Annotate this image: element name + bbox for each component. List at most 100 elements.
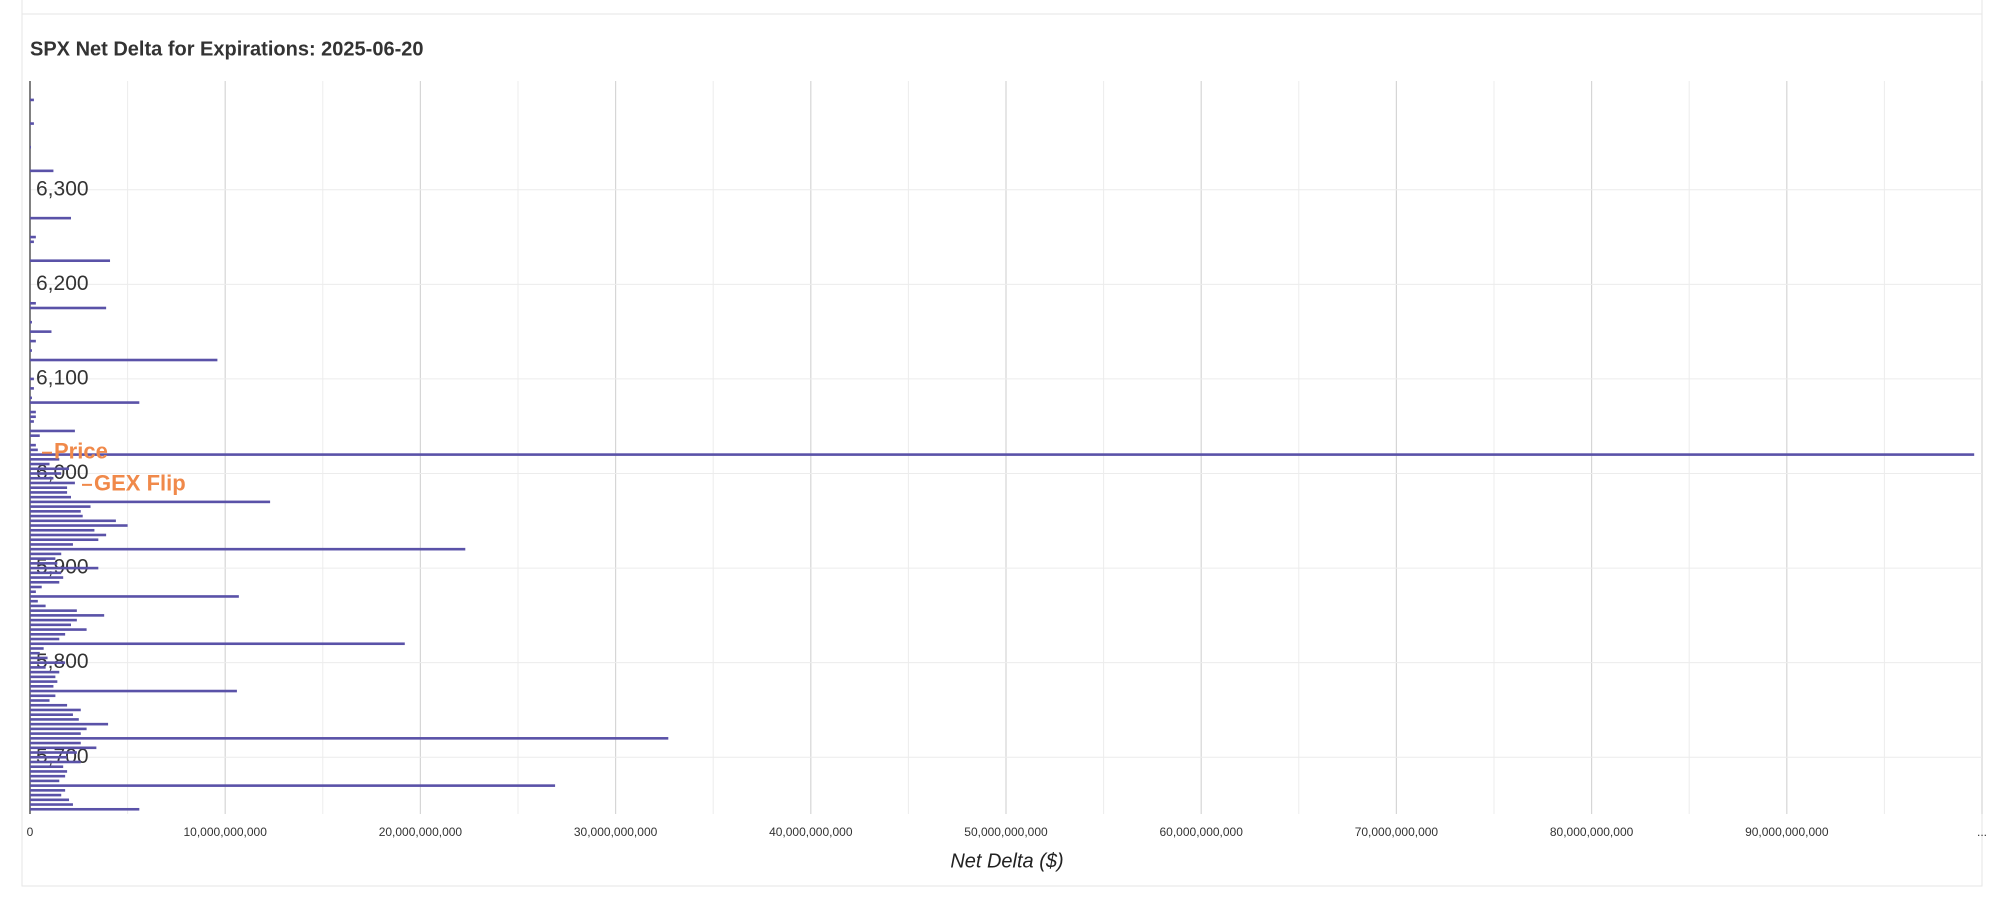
bar <box>30 623 71 627</box>
bar <box>30 377 34 381</box>
x-tick-label: 90,000,000,000 <box>1745 825 1829 839</box>
bar <box>30 458 60 461</box>
bar <box>30 694 56 698</box>
x-tick-label: 60,000,000,000 <box>1159 825 1243 839</box>
bar <box>30 467 70 471</box>
bar <box>30 510 81 513</box>
bar <box>30 571 62 575</box>
bar <box>30 713 73 716</box>
bar <box>30 358 218 362</box>
bar <box>30 349 32 352</box>
chart-title: SPX Net Delta for Expirations: 2025-06-2… <box>30 38 423 60</box>
bar <box>30 320 32 324</box>
bar <box>30 491 68 494</box>
bar <box>30 533 107 537</box>
bar <box>30 557 56 560</box>
y-tick-label: 6,100 <box>36 366 89 389</box>
bar <box>30 632 66 636</box>
bar <box>30 339 36 343</box>
bar <box>30 528 95 532</box>
bar <box>30 670 60 674</box>
bar <box>30 514 83 518</box>
bar <box>30 798 70 802</box>
x-tick-label: 80,000,000,000 <box>1550 825 1634 839</box>
x-tick-label: ... <box>1977 825 1987 839</box>
bar <box>30 666 46 669</box>
bar <box>30 495 71 499</box>
bar <box>30 642 405 646</box>
bar <box>30 647 44 650</box>
bar <box>30 330 52 333</box>
bar <box>30 415 36 419</box>
bar <box>30 614 105 617</box>
bar <box>30 774 66 778</box>
bar <box>30 306 107 310</box>
x-tick-label: 70,000,000,000 <box>1355 825 1439 839</box>
bar <box>30 301 36 305</box>
bar <box>30 699 50 702</box>
bar <box>30 259 111 263</box>
bar <box>30 98 34 102</box>
bar <box>30 784 556 787</box>
bar <box>30 401 140 404</box>
bar <box>30 538 99 542</box>
bar <box>30 685 54 688</box>
x-tick-label: 10,000,000,000 <box>183 825 267 839</box>
bar <box>30 145 31 149</box>
bar <box>30 448 38 452</box>
bar <box>30 505 91 508</box>
bar <box>30 651 40 655</box>
bar <box>30 235 36 239</box>
annotation-label: GEX Flip <box>94 471 186 496</box>
bar <box>30 789 66 792</box>
bar <box>30 722 109 726</box>
bar <box>30 547 466 551</box>
bar <box>30 680 58 683</box>
bar <box>30 746 97 750</box>
bar <box>30 604 46 608</box>
bar <box>30 453 1975 456</box>
bar <box>30 751 77 754</box>
x-tick-label: 40,000,000,000 <box>769 825 853 839</box>
bar <box>30 420 34 423</box>
bar <box>30 675 56 679</box>
x-tick-label: 50,000,000,000 <box>964 825 1048 839</box>
x-tick-label: 30,000,000,000 <box>574 825 658 839</box>
bar <box>30 703 68 707</box>
bar <box>30 240 34 244</box>
y-tick-label: 6,300 <box>36 177 89 200</box>
bar <box>30 609 77 612</box>
bar <box>30 169 54 173</box>
x-axis-title: Net Delta ($) <box>950 850 1063 872</box>
bar <box>30 590 36 594</box>
x-tick-label: 20,000,000,000 <box>379 825 463 839</box>
bar <box>30 585 42 589</box>
bar <box>30 661 66 664</box>
bar <box>30 562 58 565</box>
bar <box>30 429 75 433</box>
bar <box>30 803 73 806</box>
bar <box>30 576 64 579</box>
bar <box>30 770 68 773</box>
bar <box>30 443 36 447</box>
bar <box>30 396 32 400</box>
bar <box>30 755 68 759</box>
card-border <box>21 0 1983 887</box>
bar <box>30 472 62 475</box>
bar <box>30 737 669 740</box>
bar <box>30 387 34 390</box>
bar <box>30 410 36 414</box>
bar <box>30 216 71 220</box>
bar <box>30 462 50 466</box>
bar <box>30 543 73 546</box>
bar <box>30 708 81 712</box>
bar <box>30 595 239 598</box>
bar <box>30 486 68 489</box>
bar <box>30 793 62 797</box>
bar <box>30 656 48 660</box>
bar <box>30 628 87 631</box>
bar <box>30 727 87 731</box>
x-tick-label: 0 <box>27 825 34 839</box>
